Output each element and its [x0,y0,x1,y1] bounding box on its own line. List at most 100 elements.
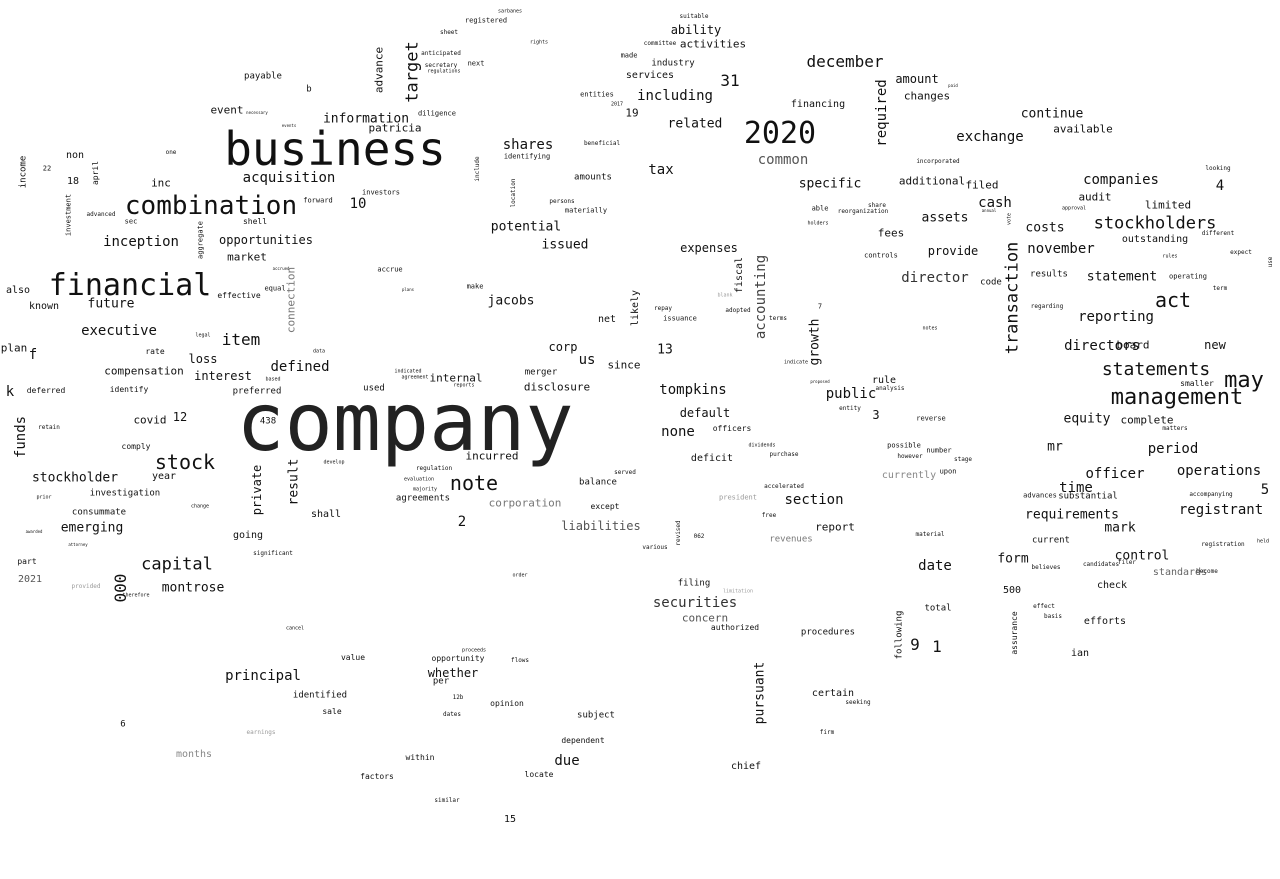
word-67: none [661,424,695,440]
word-252: dividends [748,442,776,449]
word-202: next [467,59,485,68]
word-15: transaction [1002,241,1023,355]
word-273: looking [1205,165,1231,172]
word-300: necessary [246,110,268,115]
word-289: revised [675,520,682,546]
word-210: identifying [503,152,551,161]
word-86: corp [548,340,578,354]
word-148: connection [284,266,298,334]
word-152: total [924,603,952,614]
word-149: net [597,314,617,325]
word-49: section [784,492,844,508]
word-244: believes [1031,564,1061,571]
word-283: investment [64,193,73,237]
word-255: various [642,544,668,551]
word-177: locate [524,770,554,779]
word-179: within [405,753,435,762]
word-267: order [512,572,528,579]
word-279: one [165,149,177,156]
word-27: tax [648,162,674,178]
word-43: officer [1085,466,1145,482]
word-118: 12 [172,410,188,424]
word-89: internal [429,371,483,385]
word-222: incorporated [916,158,960,165]
word-104: activities [679,37,747,51]
word-239: advances [1023,491,1057,500]
word-39: tompkins [659,382,727,398]
word-24: shares [502,137,554,153]
word-297: regulations [427,68,461,75]
word-270: earnings [246,729,276,736]
word-223: able [811,204,829,213]
word-14: target [402,41,423,103]
word-153: 500 [1002,585,1022,596]
word-6: statements [1101,359,1211,380]
word-98: available [1053,122,1113,136]
word-168: substantial [1058,491,1118,502]
word-182: per [432,676,450,687]
word-32: companies [1083,172,1159,188]
word-195: advanced [86,211,116,218]
word-174: opportunity [431,654,485,663]
word-167: following [894,610,905,660]
word-96: limited [1144,198,1192,212]
word-151: ian [1070,648,1090,659]
word-111: 10 [349,196,367,212]
word-140: procedures [800,627,856,638]
word-274: approval [1061,205,1087,212]
word-138: subject [577,710,615,721]
word-301: events [281,123,297,128]
word-123: k [5,384,15,400]
word-130: investigation [89,488,161,499]
word-199: investors [362,188,400,197]
word-313: paid [948,83,958,88]
word-159: advance [372,46,386,94]
word-171: merger [524,367,558,378]
word-317: limitation [722,588,754,595]
word-194: sec [124,217,138,226]
word-54: emerging [60,520,124,536]
word-303: data [312,348,326,355]
word-214: make [466,282,484,291]
word-312: annual [981,208,997,213]
word-121: mr [1047,439,1063,455]
word-218: repay [653,305,673,312]
word-246: basis [1043,613,1063,620]
word-205: anticipated [421,50,461,57]
word-236: number [926,446,952,455]
word-175: dependent [561,736,605,745]
word-40: public [825,386,877,402]
word-65: loss [188,352,218,366]
word-184: 438 [259,416,277,427]
word-26: issued [541,237,589,253]
word-306: agreement [401,374,429,381]
word-316: blank [717,292,733,299]
word-157: income [18,155,29,189]
word-264: dates [442,711,462,718]
word-241: candidates [1082,561,1120,568]
word-207: suitable [679,13,709,20]
word-221: controls [864,251,898,260]
word-4: 2020 [743,116,817,151]
word-42: period [1147,441,1199,457]
word-2: combination [124,191,298,221]
word-170: code [980,277,1002,288]
word-63: compensation [104,364,184,378]
word-250: firm [819,729,835,736]
word-23: inception [103,234,179,250]
word-185: 6 [120,719,126,730]
word-109: inc [151,176,171,190]
word-287: 2017 [610,101,624,108]
word-11: stockholders [1093,213,1217,234]
word-50: date [918,558,952,574]
word-146: months [175,749,213,760]
word-261: significant [253,550,293,557]
word-136: report [815,520,855,534]
word-5: management [1110,385,1244,410]
word-31: continue [1020,106,1084,122]
word-108: event [210,103,244,117]
word-60: opportunities [219,233,313,247]
word-141: authorized [710,623,760,632]
word-247: become [1196,568,1218,575]
word-186: preferred [232,386,282,397]
